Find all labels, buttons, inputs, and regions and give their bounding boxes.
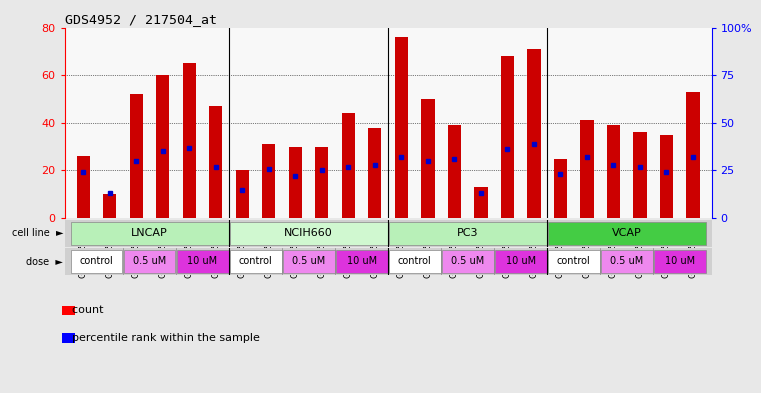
Text: 10 uM: 10 uM bbox=[346, 256, 377, 266]
Bar bbox=[474, 187, 488, 218]
Bar bbox=[441, 250, 494, 274]
Bar bbox=[548, 250, 600, 274]
Bar bbox=[581, 120, 594, 218]
Text: control: control bbox=[557, 256, 591, 266]
Text: 10 uM: 10 uM bbox=[187, 256, 218, 266]
Bar bbox=[548, 222, 705, 245]
Bar bbox=[654, 250, 705, 274]
Bar bbox=[103, 194, 116, 218]
Bar bbox=[209, 106, 222, 218]
Bar bbox=[183, 63, 196, 218]
Text: 0.5 uM: 0.5 uM bbox=[292, 256, 325, 266]
Bar bbox=[422, 99, 435, 218]
Text: control: control bbox=[398, 256, 431, 266]
Bar bbox=[447, 125, 461, 218]
Text: 0.5 uM: 0.5 uM bbox=[610, 256, 643, 266]
Bar bbox=[495, 250, 546, 274]
Bar bbox=[77, 156, 90, 218]
Bar bbox=[389, 250, 441, 274]
Bar bbox=[315, 147, 329, 218]
Bar bbox=[389, 222, 546, 245]
Text: VCAP: VCAP bbox=[612, 228, 642, 238]
Text: dose  ►: dose ► bbox=[27, 257, 63, 267]
Bar bbox=[660, 135, 673, 218]
Bar bbox=[156, 75, 170, 218]
Text: percentile rank within the sample: percentile rank within the sample bbox=[65, 333, 260, 343]
Bar bbox=[263, 144, 275, 218]
Bar bbox=[686, 92, 699, 218]
Bar bbox=[129, 94, 143, 218]
Bar bbox=[71, 250, 123, 274]
Bar bbox=[62, 333, 75, 343]
Bar bbox=[607, 125, 620, 218]
Bar bbox=[527, 49, 540, 218]
Text: NCIH660: NCIH660 bbox=[284, 228, 333, 238]
Bar bbox=[71, 222, 228, 245]
Bar bbox=[282, 250, 335, 274]
Bar bbox=[395, 37, 408, 218]
Bar bbox=[368, 128, 381, 218]
Bar bbox=[123, 250, 176, 274]
Bar bbox=[501, 56, 514, 218]
Text: count: count bbox=[65, 305, 103, 316]
Bar bbox=[554, 158, 567, 218]
Text: 10 uM: 10 uM bbox=[505, 256, 536, 266]
Bar bbox=[62, 306, 75, 315]
Bar bbox=[177, 250, 228, 274]
Bar bbox=[336, 250, 387, 274]
Text: 0.5 uM: 0.5 uM bbox=[133, 256, 166, 266]
Bar bbox=[342, 113, 355, 218]
Bar bbox=[600, 250, 653, 274]
Bar bbox=[633, 132, 647, 218]
Text: control: control bbox=[239, 256, 272, 266]
Text: cell line  ►: cell line ► bbox=[11, 228, 63, 239]
Text: GDS4952 / 217504_at: GDS4952 / 217504_at bbox=[65, 13, 217, 26]
Text: 10 uM: 10 uM bbox=[664, 256, 695, 266]
Bar bbox=[230, 222, 387, 245]
Text: PC3: PC3 bbox=[457, 228, 479, 238]
Text: control: control bbox=[80, 256, 113, 266]
Bar bbox=[230, 250, 282, 274]
Bar bbox=[236, 171, 249, 218]
Text: LNCAP: LNCAP bbox=[131, 228, 168, 238]
Text: 0.5 uM: 0.5 uM bbox=[451, 256, 484, 266]
Bar bbox=[288, 147, 302, 218]
